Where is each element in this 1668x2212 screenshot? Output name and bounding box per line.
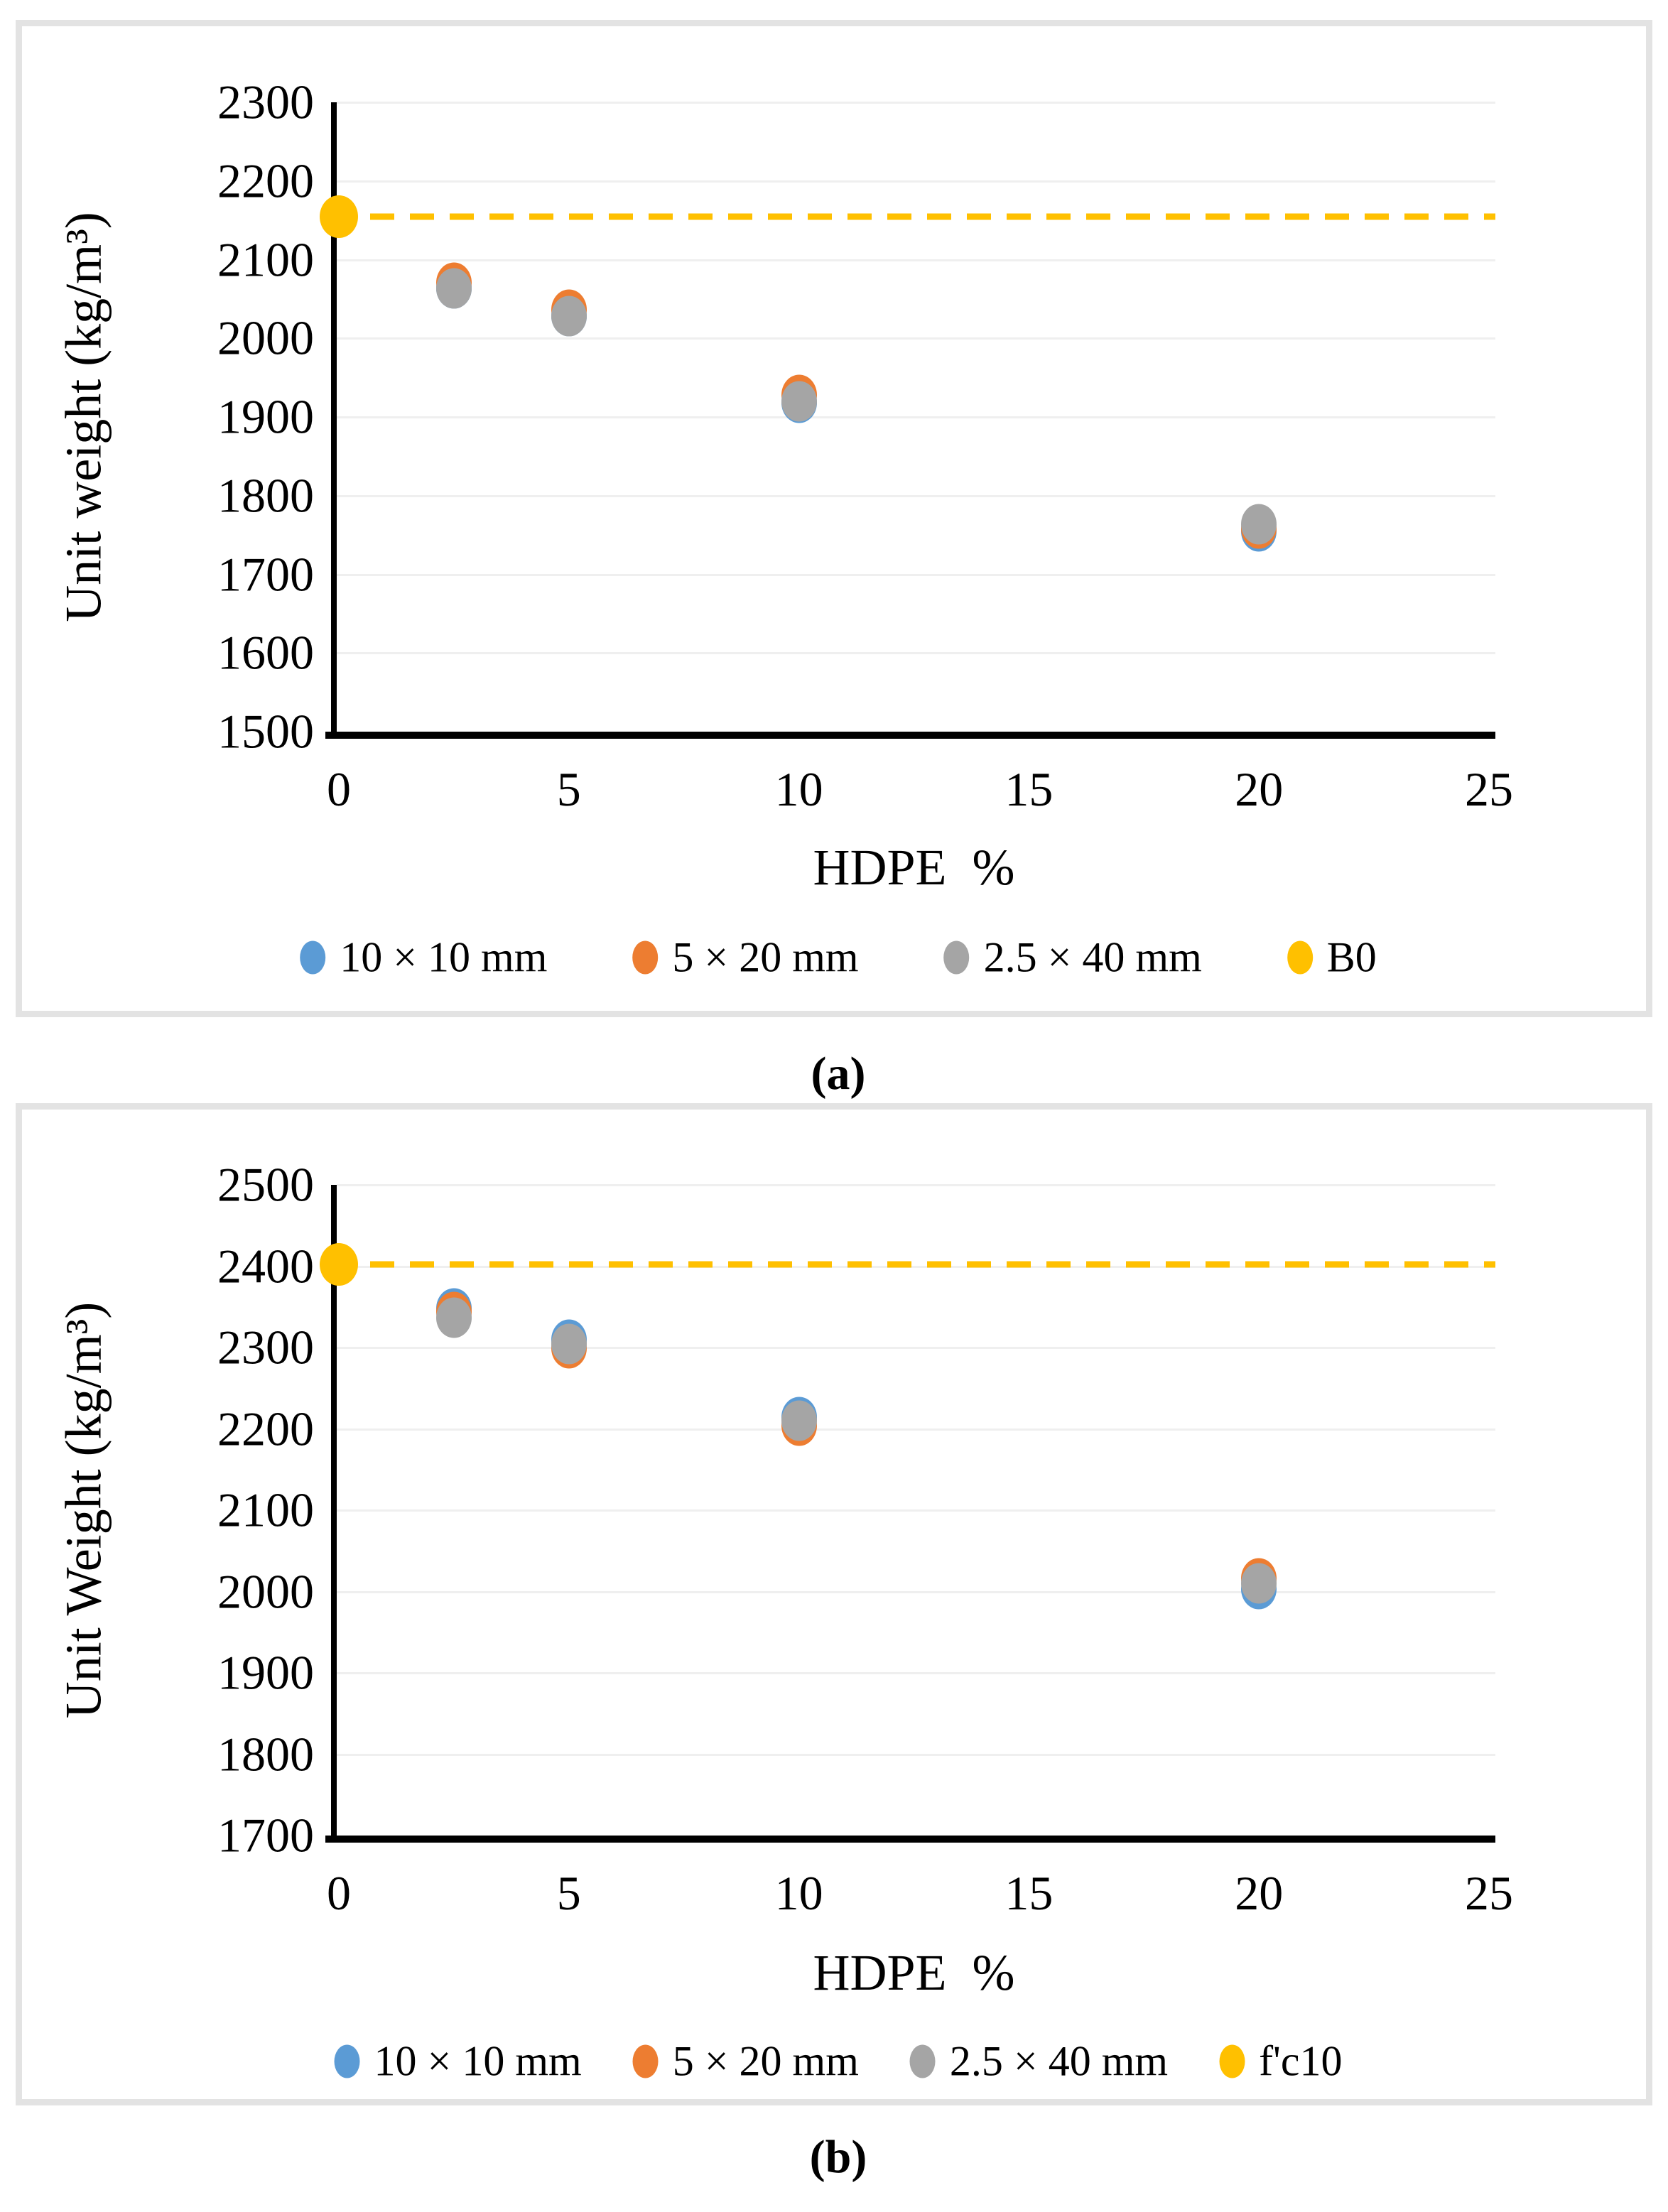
y-tick-label-b: 2400 (217, 1239, 314, 1293)
y-tick-label-a: 1700 (217, 547, 314, 601)
panel-b (16, 1103, 1652, 2105)
y-axis-b (331, 1185, 337, 1843)
reference-dashed-line-b (370, 1261, 1495, 1268)
y-tick-label-a: 1500 (217, 704, 314, 759)
caption-a: (a) (811, 1048, 866, 1100)
gridline-a (337, 180, 1495, 183)
legend-item-b-2: 2.5 × 40 mm (909, 2037, 1169, 2086)
data-point-a-s2-p2 (781, 381, 817, 422)
x-tick-label-b: 25 (1465, 1866, 1513, 1920)
y-tick-label-a: 2100 (217, 232, 314, 286)
reference-point-a (320, 195, 358, 238)
x-tick-label-a: 20 (1235, 762, 1284, 816)
gridline-a (337, 494, 1495, 497)
caption-b: (b) (809, 2131, 867, 2183)
y-tick-label-a: 1800 (217, 468, 314, 523)
gridline-a (337, 259, 1495, 261)
legend-marker-icon (1287, 940, 1313, 975)
legend-label: 5 × 20 mm (672, 933, 859, 981)
x-tick-label-b: 15 (1004, 1866, 1054, 1920)
x-axis-title-b: HDPE % (813, 1944, 1015, 2001)
x-axis-a (325, 732, 1495, 739)
legend-item-b-0: 10 × 10 mm (334, 2037, 582, 2086)
x-axis-b (325, 1836, 1495, 1843)
data-point-b-s2-p3 (1241, 1563, 1277, 1604)
x-tick-label-b: 20 (1235, 1866, 1284, 1920)
x-tick-label-a: 5 (556, 762, 581, 816)
legend-label: 10 × 10 mm (340, 933, 548, 981)
data-point-b-s2-p2 (781, 1400, 817, 1441)
y-tick-label-b: 2000 (217, 1564, 314, 1618)
legend-label: 5 × 20 mm (672, 2037, 859, 2085)
data-point-a-s2-p0 (435, 268, 472, 309)
gridline-b (337, 1509, 1495, 1512)
legend-item-b-1: 5 × 20 mm (632, 2037, 859, 2086)
data-point-b-s2-p0 (435, 1297, 472, 1338)
y-tick-label-b: 2100 (217, 1482, 314, 1537)
legend-item-a-1: 5 × 20 mm (632, 933, 859, 982)
data-point-b-s2-p1 (551, 1323, 587, 1365)
legend-marker-icon (1219, 2044, 1245, 2078)
x-tick-label-a: 10 (774, 762, 823, 816)
legend-item-a-0: 10 × 10 mm (300, 933, 547, 982)
y-tick-label-a: 2000 (217, 310, 314, 365)
y-axis-title-a: Unit weight (kg/m³) (55, 212, 112, 622)
y-tick-label-b: 1800 (217, 1727, 314, 1781)
gridline-b (337, 1428, 1495, 1431)
y-tick-label-a: 1600 (217, 625, 314, 680)
gridline-a (337, 416, 1495, 418)
y-tick-label-b: 2200 (217, 1402, 314, 1455)
x-tick-label-b: 5 (556, 1866, 581, 1920)
y-tick-label-b: 2500 (217, 1157, 314, 1212)
y-axis-a (331, 102, 337, 739)
gridline-b (337, 1590, 1495, 1593)
legend-label: 10 × 10 mm (374, 2037, 582, 2085)
y-tick-label-b: 2300 (217, 1320, 314, 1375)
y-axis-title-b: Unit Weight (kg/m³) (55, 1301, 112, 1719)
legend-marker-icon (632, 940, 659, 975)
x-tick-label-b: 0 (327, 1866, 351, 1920)
legend-item-a-reference: B0 (1287, 933, 1377, 982)
gridline-a (337, 573, 1495, 576)
legend-label: 2.5 × 40 mm (983, 933, 1202, 981)
y-tick-label-b: 1900 (217, 1645, 314, 1700)
gridline-a (337, 102, 1495, 104)
gridline-a (337, 337, 1495, 340)
x-tick-label-a: 15 (1004, 762, 1054, 816)
legend-marker-icon (334, 2044, 360, 2078)
legend-marker-icon (909, 2044, 936, 2078)
y-tick-label-b: 1700 (217, 1808, 314, 1863)
legend-label: B0 (1326, 933, 1377, 981)
gridline-b (337, 1753, 1495, 1756)
gridline-b (337, 1672, 1495, 1674)
x-axis-title-a: HDPE % (813, 839, 1015, 896)
reference-point-b (320, 1243, 358, 1286)
gridline-b (337, 1347, 1495, 1349)
legend-marker-icon (632, 2044, 659, 2078)
legend-item-a-2: 2.5 × 40 mm (943, 933, 1202, 982)
gridline-a (337, 652, 1495, 655)
gridline-b (337, 1184, 1495, 1186)
x-tick-label-a: 0 (327, 762, 351, 816)
legend-b: 10 × 10 mm 5 × 20 mm 2.5 × 40 mm f'c10 (334, 2037, 1342, 2086)
y-tick-label-a: 1900 (217, 389, 314, 444)
data-point-a-s2-p1 (551, 296, 587, 337)
legend-marker-icon (300, 940, 326, 975)
legend-label: 2.5 × 40 mm (949, 2037, 1169, 2085)
x-tick-label-a: 25 (1465, 762, 1513, 816)
reference-dashed-line-a (370, 213, 1495, 220)
panel-a (16, 20, 1652, 1017)
legend-marker-icon (943, 940, 970, 975)
legend-a: 10 × 10 mm 5 × 20 mm 2.5 × 40 mm B0 (300, 933, 1377, 982)
legend-label: f'c10 (1259, 2037, 1343, 2085)
data-point-a-s2-p3 (1241, 504, 1277, 545)
y-tick-label-a: 2300 (217, 75, 314, 129)
y-tick-label-a: 2200 (217, 153, 314, 208)
x-tick-label-b: 10 (774, 1866, 823, 1920)
legend-item-b-reference: f'c10 (1219, 2037, 1342, 2086)
